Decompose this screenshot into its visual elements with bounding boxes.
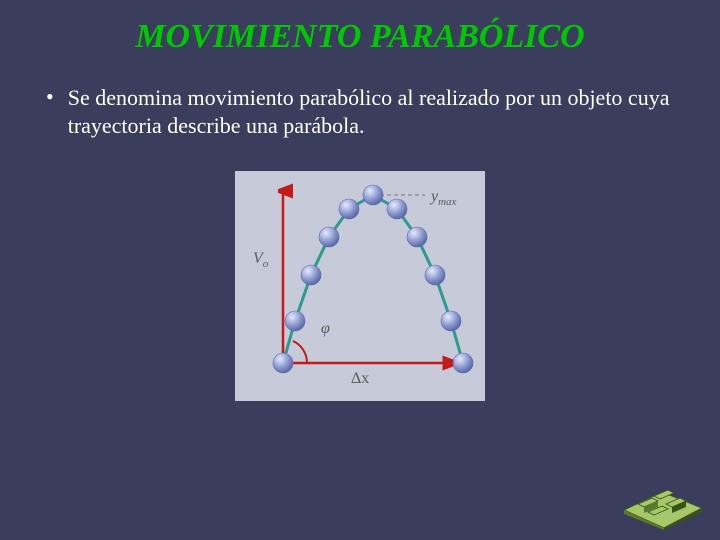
diagram-container: VoymaxφΔx (0, 171, 720, 401)
parabolic-diagram: VoymaxφΔx (235, 171, 485, 401)
slide-title: MOVIMIENTO PARABÓLICO (0, 0, 720, 56)
bullet-marker: • (46, 84, 54, 110)
bullet-item: • Se denomina movimiento parabólico al r… (0, 84, 720, 139)
svg-text:Δx: Δx (351, 370, 369, 387)
bullet-text: Se denomina movimiento parabólico al rea… (68, 84, 680, 139)
svg-text:φ: φ (321, 320, 330, 337)
maze-icon (618, 474, 706, 530)
